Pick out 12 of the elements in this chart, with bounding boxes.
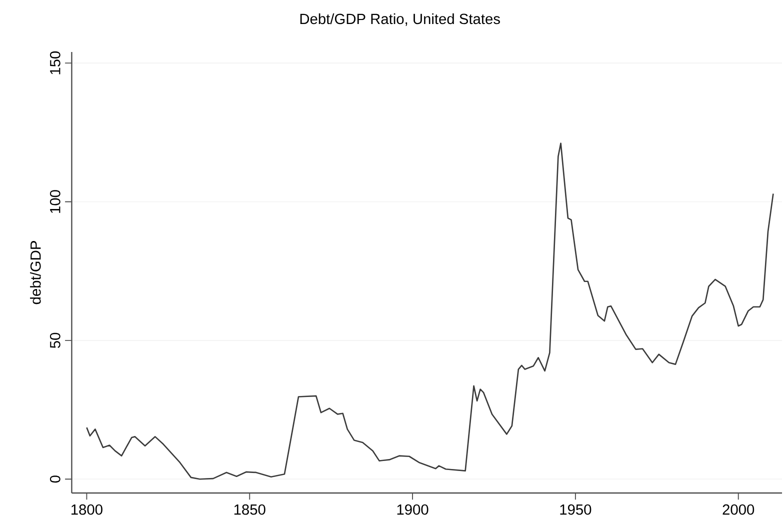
y-axis-title: debt/GDP: [30, 241, 41, 304]
chart-title: Debt/GDP Ratio, United States: [300, 13, 500, 26]
x-tick-label: 1800: [72, 504, 102, 515]
x-tick-label: 1850: [234, 504, 266, 515]
x-tick-label: 1950: [560, 504, 592, 515]
x-tick-label: 2000: [722, 504, 754, 515]
y-tick-label: 50: [50, 332, 60, 348]
y-tick-label: 0: [50, 476, 60, 483]
y-tick-label: 100: [50, 190, 60, 213]
x-tick-label: 1900: [397, 504, 428, 515]
line-series: [86, 142, 774, 480]
y-tick-label: 150: [50, 51, 60, 74]
